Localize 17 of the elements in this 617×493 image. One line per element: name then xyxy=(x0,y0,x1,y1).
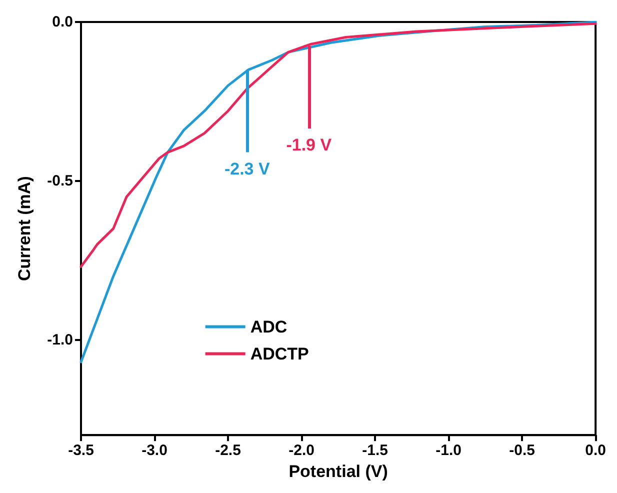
legend-label: ADCTP xyxy=(250,344,309,364)
x-tick-label: -0.5 xyxy=(509,442,535,460)
x-tick-label: -1.0 xyxy=(436,442,462,460)
x-tick-label: -2.5 xyxy=(215,442,241,460)
x-tick-label: -1.5 xyxy=(362,442,388,460)
annotation: -2.3 V xyxy=(224,159,270,178)
x-tick-label: -3.5 xyxy=(68,442,94,460)
x-axis-title: Potential (V) xyxy=(288,462,388,481)
y-axis-title: Current (mA) xyxy=(15,176,34,281)
y-tick-label: -0.5 xyxy=(47,172,73,190)
x-tick-label: -3.0 xyxy=(142,442,168,460)
x-tick-label: -2.0 xyxy=(288,442,314,460)
x-tick-label: 0.0 xyxy=(585,442,606,460)
y-tick-label: -1.0 xyxy=(47,331,73,348)
legend-label: ADC xyxy=(250,317,288,336)
annotation: -1.9 V xyxy=(286,135,332,154)
y-tick-label: 0.0 xyxy=(52,14,73,30)
